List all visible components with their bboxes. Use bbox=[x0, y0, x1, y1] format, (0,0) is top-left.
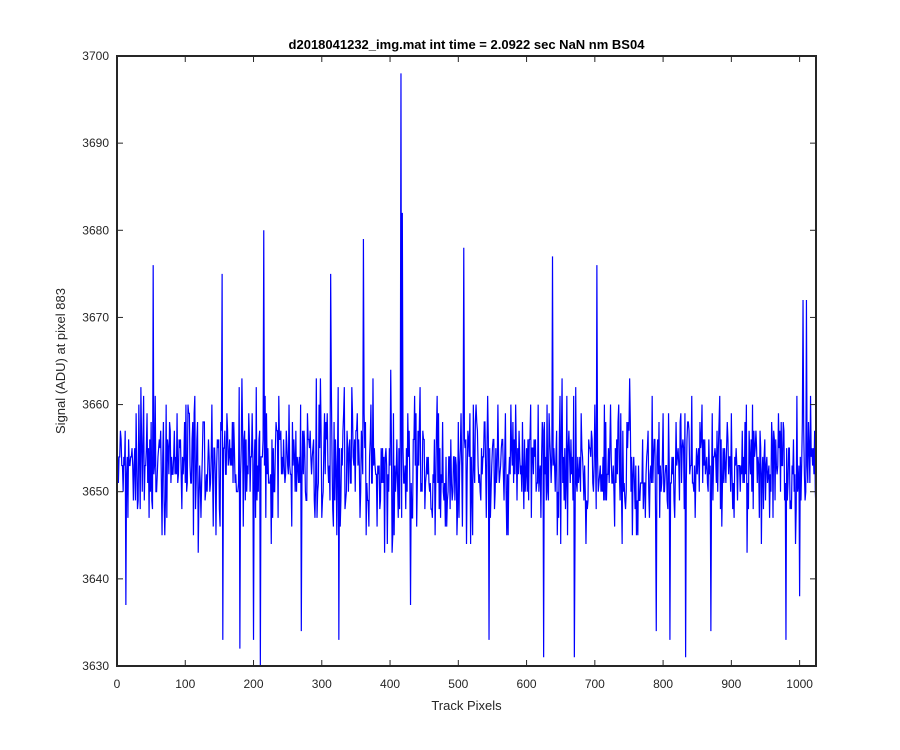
x-tick-label: 700 bbox=[585, 677, 605, 691]
x-tick-label: 400 bbox=[380, 677, 400, 691]
x-tick-label: 1000 bbox=[786, 677, 813, 691]
x-tick-label: 800 bbox=[653, 677, 673, 691]
series-line bbox=[117, 73, 817, 667]
x-tick-label: 300 bbox=[312, 677, 332, 691]
y-tick-label: 3630 bbox=[82, 659, 109, 673]
series-group bbox=[117, 73, 817, 667]
x-tick-label: 500 bbox=[448, 677, 468, 691]
y-axis-label: Signal (ADU) at pixel 883 bbox=[53, 288, 68, 434]
x-tick-label: 900 bbox=[721, 677, 741, 691]
plot-area bbox=[117, 56, 816, 666]
y-tick-label: 3680 bbox=[82, 223, 109, 237]
plot-frame bbox=[116, 55, 817, 667]
ticks-group: 0 100 200 300 400 500 600 700 800 900 1000 3630 3640… bbox=[82, 49, 816, 691]
y-tick-label: 3690 bbox=[82, 136, 109, 150]
x-tick-label: 600 bbox=[517, 677, 537, 691]
chart-title: d2018041232_img.mat int time = 2.0922 se… bbox=[289, 37, 646, 52]
x-axis-label: Track Pixels bbox=[431, 698, 502, 713]
y-tick-label: 3640 bbox=[82, 572, 109, 586]
y-tick-label: 3700 bbox=[82, 49, 109, 63]
y-tick-label: 3650 bbox=[82, 485, 109, 499]
x-tick-label: 200 bbox=[244, 677, 264, 691]
y-tick-label: 3670 bbox=[82, 310, 109, 324]
x-tick-label: 100 bbox=[175, 677, 195, 691]
y-tick-label: 3660 bbox=[82, 398, 109, 412]
x-tick-label: 0 bbox=[114, 677, 121, 691]
